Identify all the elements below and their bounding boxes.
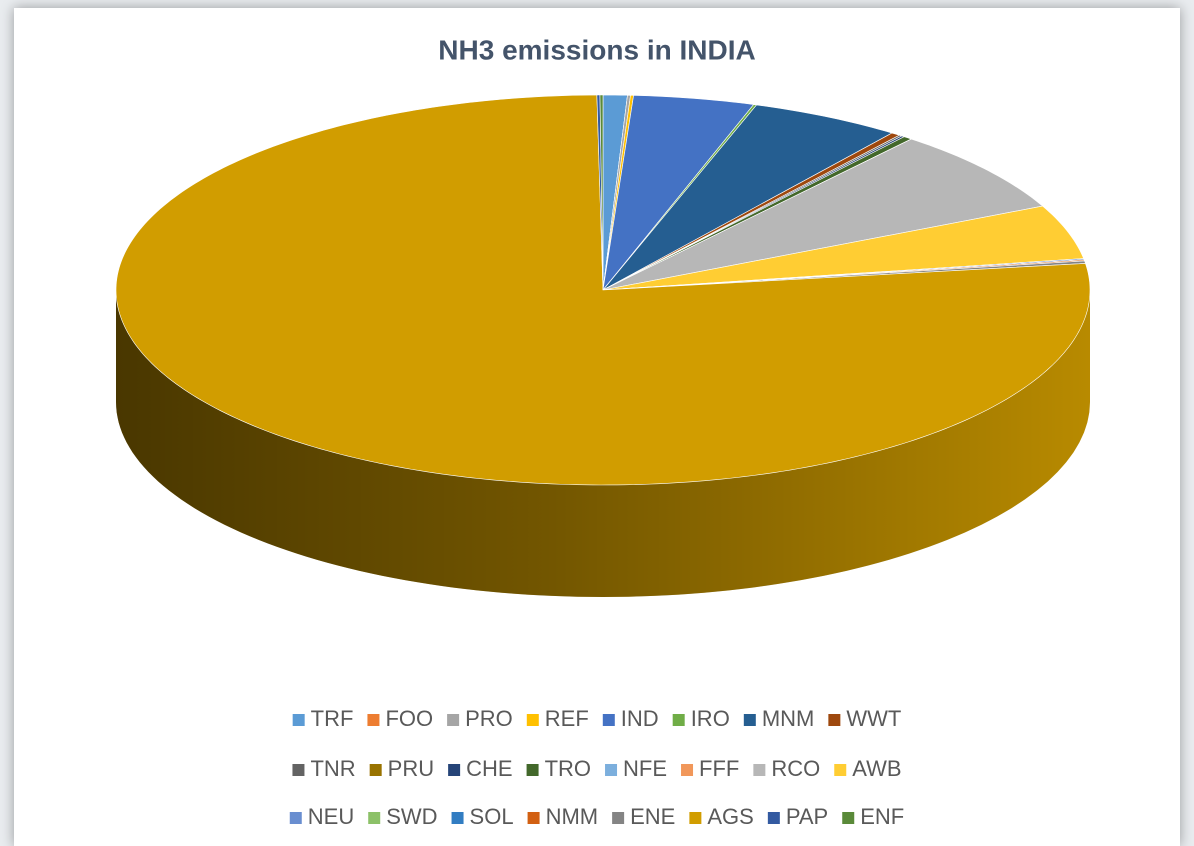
legend-label: AGS (707, 804, 753, 829)
legend-label: NFE (623, 756, 667, 781)
legend-item: PRO (447, 706, 513, 731)
legend-label: CHE (466, 756, 512, 781)
legend-label: MNM (762, 706, 815, 731)
legend-label: REF (545, 706, 589, 731)
slice (602, 205, 1085, 291)
legend-swatch (527, 812, 540, 824)
legend-item: FFF (681, 756, 739, 781)
legend-label: SOL (470, 804, 514, 829)
legend-swatch (526, 764, 539, 776)
legend-item: SOL (451, 804, 514, 829)
slice (602, 138, 1044, 291)
legend-swatch (672, 714, 685, 726)
legend-row: TNR PRU CHE TRO NFE FFF RCO AWB (292, 756, 902, 781)
card: NH3 emissions in INDIA TRF FOO PRO REF IND IR… (14, 8, 1180, 846)
legend-item: NEU (289, 804, 354, 829)
chart: NH3 emissions in INDIA TRF FOO PRO REF IND IR… (115, 34, 1091, 829)
legend-item: REF (526, 706, 589, 731)
legend-label: SWD (386, 804, 437, 829)
legend-label: ENF (860, 804, 904, 829)
pie-sides (116, 290, 1090, 597)
legend-label: TNR (310, 756, 355, 781)
legend-label: NEU (308, 804, 354, 829)
legend-label: TRO (545, 756, 591, 781)
legend-item: TNR (292, 756, 356, 781)
legend-label: FFF (699, 756, 739, 781)
legend-item: TRO (526, 756, 591, 781)
legend-item: PRU (369, 756, 434, 781)
chart-title: NH3 emissions in INDIA (438, 34, 755, 65)
legend-swatch (681, 764, 694, 776)
slice (602, 104, 893, 291)
legend-swatch (612, 812, 625, 824)
legend-swatch (292, 714, 305, 726)
legend-row: TRF FOO PRO REF IND IRO MNM WWT (292, 706, 901, 731)
legend-item: CHE (448, 756, 513, 781)
legend-swatch (689, 812, 702, 824)
legend-label: WWT (846, 706, 901, 731)
legend-swatch (289, 812, 302, 824)
legend-swatch (842, 812, 855, 824)
legend-label: RCO (771, 756, 820, 781)
slice (599, 94, 604, 291)
legend-item: FOO (367, 706, 433, 731)
legend-label: NMM (546, 804, 599, 829)
legend-swatch (834, 764, 847, 776)
legend-item: RCO (753, 756, 820, 781)
legend-item: IRO (672, 706, 730, 731)
legend-swatch (448, 764, 461, 776)
legend-swatch (451, 812, 464, 824)
side-shade (116, 290, 1090, 597)
legend-item: MNM (743, 706, 815, 731)
legend-item: SWD (368, 804, 438, 829)
legend-item: TRF (292, 706, 354, 731)
slice (602, 95, 755, 292)
legend-swatch (526, 714, 539, 726)
legend-label: TRF (311, 706, 354, 731)
legend-swatch (743, 714, 756, 726)
legend-swatch (292, 764, 305, 776)
legend-label: IRO (691, 706, 730, 731)
legend-swatch (368, 812, 381, 824)
legend-item: WWT (828, 706, 901, 731)
legend-label: ENE (630, 804, 675, 829)
legend-label: PRU (388, 756, 434, 781)
legend-label: PAP (786, 804, 828, 829)
legend-swatch (753, 764, 766, 776)
legend-swatch (767, 812, 780, 824)
legend-swatch (447, 714, 460, 726)
legend-swatch (605, 764, 618, 776)
legend-label: FOO (385, 706, 433, 731)
legend-item: AGS (689, 804, 754, 829)
slice (115, 94, 1091, 486)
legend-item: ENE (612, 804, 675, 829)
legend-item: NFE (605, 756, 667, 781)
legend-label: IND (621, 706, 659, 731)
legend-item: ENF (842, 804, 904, 829)
legend-row: NEU SWD SOL NMM ENE AGS PAP ENF (289, 804, 904, 829)
legend-item: AWB (834, 756, 902, 781)
legend-label: AWB (852, 756, 901, 781)
legend-item: PAP (767, 804, 828, 829)
legend-swatch (602, 714, 615, 726)
legend-swatch (367, 714, 380, 726)
legend-item: NMM (527, 804, 599, 829)
legend-swatch (369, 764, 382, 776)
legend-item: IND (602, 706, 659, 731)
legend-label: PRO (465, 706, 513, 731)
legend-swatch (828, 714, 841, 726)
